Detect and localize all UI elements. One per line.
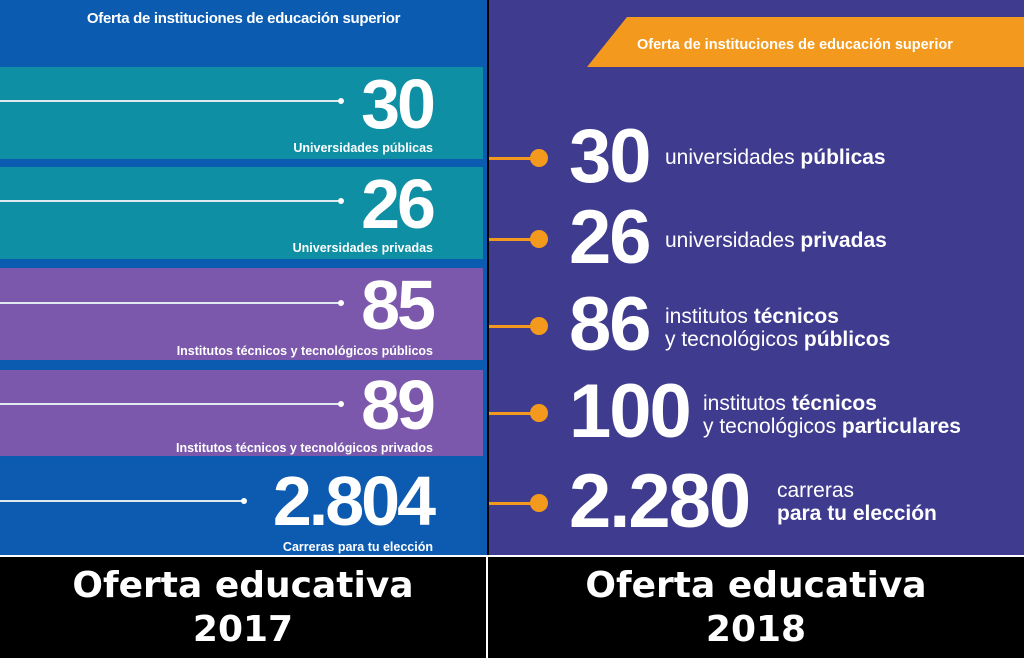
stat-label: institutos técnicos y tecnológicos partic… [703,392,961,438]
connector-line [0,198,344,204]
stat-label: Carreras para tu elección [282,540,433,554]
connector-line [0,300,344,306]
connector-line [489,238,539,241]
connector-line [0,498,247,504]
stat-number: 85 [361,266,436,344]
panel-2018: Oferta de instituciones de educación sup… [489,0,1024,556]
dot-icon [530,317,548,335]
connector-line [489,325,539,328]
stat-number: 86 [569,282,652,367]
stat-number: 30 [569,114,652,199]
stat-label: carreras para tu elección [777,479,937,525]
stat-label: universidades públicas [665,146,886,169]
caption-year: 2017 [192,609,294,650]
caption-title: Oferta educativa [585,565,927,606]
stat-band: 2.804 Carreras para tu elección [0,463,483,556]
divider [486,556,488,658]
connector-line [489,412,539,415]
stat-label: Universidades públicas [293,141,433,155]
stat-band: 85 Institutos técnicos y tecnológicos pú… [0,268,483,360]
stat-number: 30 [361,65,436,143]
stat-label: Universidades privadas [292,241,433,255]
stat-label: Institutos técnicos y tecnológicos priva… [176,441,433,455]
stat-number: 2.804 [272,462,436,540]
dot-icon [530,149,548,167]
stat-label: Institutos técnicos y tecnológicos públi… [176,344,433,358]
stat-band: 89 Institutos técnicos y tecnológicos pr… [0,370,483,456]
connector-line [0,401,344,407]
stat-band: 26 Universidades privadas [0,167,483,259]
stat-label: universidades privadas [665,229,887,252]
divider [0,555,1024,557]
stat-number: 2.280 [569,459,751,544]
left-title: Oferta de instituciones de educación sup… [86,10,401,27]
stat-number: 26 [361,165,436,243]
stat-number: 26 [569,195,652,280]
stat-label: institutos técnicos y tecnológicos públic… [665,305,891,351]
dot-icon [530,230,548,248]
panel-2017: Oferta de instituciones de educación sup… [0,0,487,556]
caption-title: Oferta educativa [72,565,414,606]
caption-year: 2018 [705,609,807,650]
connector-line [489,157,539,160]
stat-number: 100 [569,369,692,454]
caption-2017: Oferta educativa 2017 [0,560,486,658]
caption-2018: Oferta educativa 2018 [488,560,1024,658]
connector-line [0,98,344,104]
dot-icon [530,404,548,422]
stat-number: 89 [361,366,436,444]
right-title-banner: Oferta de instituciones de educación sup… [587,17,1024,67]
stat-band: 30 Universidades públicas [0,67,483,159]
connector-line [489,502,539,505]
dot-icon [530,494,548,512]
